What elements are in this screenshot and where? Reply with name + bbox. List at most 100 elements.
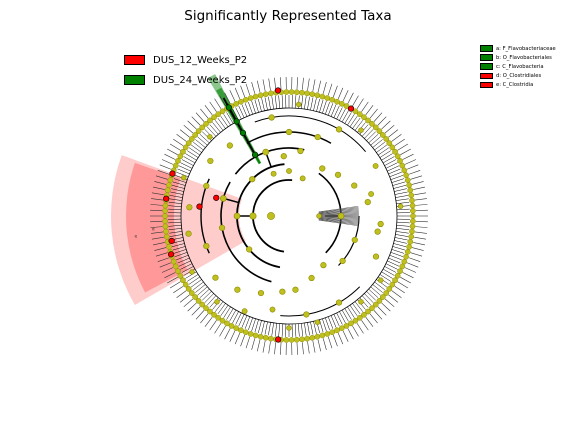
leaf-tick xyxy=(406,164,419,170)
branch-tick xyxy=(372,139,383,148)
internal-node xyxy=(337,212,345,220)
leaf-node xyxy=(343,103,350,109)
leaf-tick xyxy=(167,276,178,284)
leaf-tick xyxy=(151,236,164,240)
leaf-tick xyxy=(234,87,241,100)
leaf-tick xyxy=(152,242,165,246)
branch-tick xyxy=(372,284,383,293)
leaf-node xyxy=(293,89,300,96)
leaf-tick xyxy=(245,336,251,349)
leaf-tick xyxy=(200,313,209,324)
leaf-node xyxy=(406,243,412,250)
leaf-tick xyxy=(256,339,261,352)
branch-tick xyxy=(391,178,405,183)
taxa-swatch xyxy=(480,72,493,80)
branch-spoke xyxy=(318,207,359,213)
leaf-node xyxy=(392,277,398,284)
branch-tick xyxy=(177,257,190,264)
leaf-tick xyxy=(406,262,419,268)
branch-tick xyxy=(394,237,408,241)
branch-tick xyxy=(188,147,200,156)
leaf-node xyxy=(309,334,316,341)
branch-tick xyxy=(330,104,337,117)
branch-tick xyxy=(220,115,229,127)
leaf-tick xyxy=(161,159,174,165)
internal-node xyxy=(372,163,379,169)
taxa-label: a: F_Flavobacteriaceae xyxy=(496,45,556,52)
branch-arc xyxy=(280,286,361,317)
leaf-tick xyxy=(251,338,256,350)
branch-tick xyxy=(188,276,200,285)
leaf-node xyxy=(356,111,363,118)
branch-tick xyxy=(390,175,404,180)
leaf-tick xyxy=(317,80,322,93)
sector-e-clostridia xyxy=(110,155,246,305)
leaf-tick xyxy=(229,330,236,342)
branch-tick xyxy=(344,112,352,124)
leaf-tick xyxy=(365,105,374,116)
branch-tick xyxy=(389,171,402,178)
leaf-node xyxy=(338,100,345,107)
taxa-legend: a: F_Flavobacteriaceae b: O_Flavobacteri… xyxy=(480,44,556,89)
leaf-node xyxy=(383,136,390,142)
branch-tick xyxy=(217,303,226,315)
leaf-node xyxy=(252,332,259,339)
leaf-node xyxy=(380,132,386,138)
leaf-node xyxy=(188,290,195,296)
leaf-tick xyxy=(377,116,387,126)
branch-tick xyxy=(195,284,206,293)
branch-tick xyxy=(304,322,307,336)
branch-tick xyxy=(261,98,265,111)
legend-swatch-green xyxy=(124,75,145,85)
internal-node xyxy=(358,299,364,305)
branch-tick xyxy=(248,101,253,115)
internal-node xyxy=(299,175,306,182)
internal-node xyxy=(207,134,213,140)
leaf-tick xyxy=(388,294,399,303)
branch-tick xyxy=(370,136,381,146)
branch-tick xyxy=(385,162,398,169)
leaf-tick xyxy=(262,79,266,92)
leaf-node xyxy=(247,95,254,101)
internal-node xyxy=(397,203,404,209)
leaf-tick xyxy=(369,108,378,119)
leaf-tick xyxy=(150,204,163,206)
internal-node xyxy=(203,242,210,250)
internal-node xyxy=(226,142,233,149)
branch-tick xyxy=(301,323,304,337)
internal-node xyxy=(286,325,292,331)
branch-tick xyxy=(223,114,231,126)
branch-arc xyxy=(234,147,305,175)
branch-tick xyxy=(388,257,401,264)
branch-tick xyxy=(180,162,193,169)
leaf-tick xyxy=(332,334,338,347)
branch-tick xyxy=(204,293,214,303)
branch-tick xyxy=(384,159,397,166)
leaf-tick xyxy=(164,153,176,160)
leaf-tick xyxy=(356,323,364,334)
leaf-node xyxy=(182,281,189,288)
branch-tick xyxy=(193,281,204,291)
internal-node xyxy=(220,195,227,202)
leaf-tick xyxy=(164,272,176,279)
leaf-node xyxy=(361,311,367,318)
branch-tick xyxy=(271,322,274,336)
leaf-node xyxy=(219,317,226,324)
leaf-tick xyxy=(279,342,282,355)
leaf-tick xyxy=(176,290,187,298)
leaf-node xyxy=(238,98,244,105)
branch-arc xyxy=(180,107,398,325)
leaf-node xyxy=(408,192,415,199)
branch-tick xyxy=(217,117,226,129)
branch-tick xyxy=(327,103,334,116)
leaf-node xyxy=(224,320,230,327)
branch-tick xyxy=(209,124,219,135)
node-b-flavobacteriales xyxy=(239,129,247,137)
leaf-tick xyxy=(408,170,421,175)
leaf-tick xyxy=(332,85,338,98)
leaf-tick xyxy=(413,186,426,190)
internal-node xyxy=(286,168,292,174)
branch-tick xyxy=(171,184,185,189)
branch-spoke xyxy=(318,209,359,214)
taxa-label: d: O_Clostridiales xyxy=(496,72,542,79)
